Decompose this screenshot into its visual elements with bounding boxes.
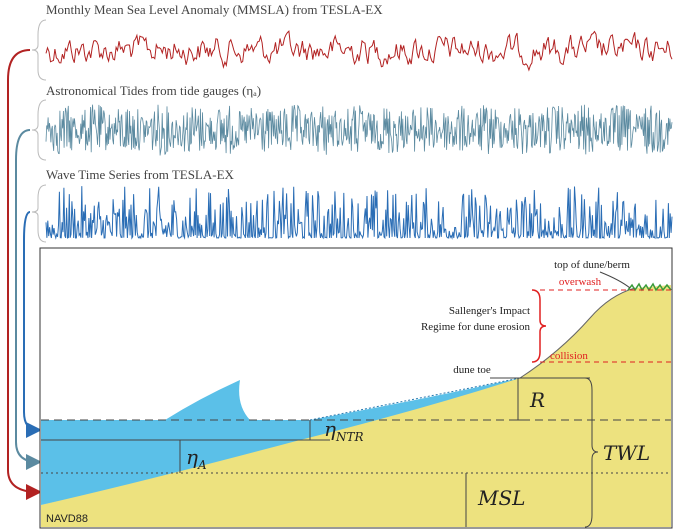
subscript: NTR — [335, 430, 364, 444]
label: Sallenger's Impact — [449, 305, 530, 317]
label: ηNTR — [324, 417, 364, 444]
panel-title: Monthly Mean Sea Level Anomaly (MMSLA) f… — [46, 2, 383, 17]
panel-title: Wave Time Series from TESLA-EX — [46, 167, 235, 182]
brace — [31, 184, 47, 243]
signal — [45, 186, 673, 240]
dune-face — [519, 287, 636, 379]
arrow — [23, 211, 42, 438]
brace — [31, 99, 47, 161]
label: top of dune/berm — [554, 259, 630, 271]
signal — [45, 30, 673, 72]
label: ηA — [186, 445, 207, 472]
time-series — [45, 30, 673, 240]
arrow — [15, 129, 42, 470]
label: Regime for dune erosion — [421, 321, 531, 333]
symbol: η — [186, 445, 198, 469]
label: TWL — [603, 441, 650, 465]
subscript: A — [197, 458, 207, 472]
panel-title: Astronomical Tides from tide gauges (ηₐ) — [46, 83, 261, 98]
label: overwash — [559, 276, 602, 288]
symbol: η — [324, 417, 336, 441]
brace — [31, 19, 47, 81]
swash — [309, 377, 521, 421]
label: R — [529, 388, 545, 412]
regime-brace — [531, 289, 547, 363]
arrow — [7, 49, 42, 500]
runup-bar — [512, 377, 524, 421]
signal — [45, 104, 673, 156]
label: dune toe — [453, 364, 491, 376]
water — [41, 378, 520, 505]
label: MSL — [477, 486, 525, 510]
leader — [599, 271, 631, 289]
twl-brace — [584, 377, 599, 528]
label: collision — [550, 350, 588, 362]
label: NAVD88 — [46, 513, 88, 525]
